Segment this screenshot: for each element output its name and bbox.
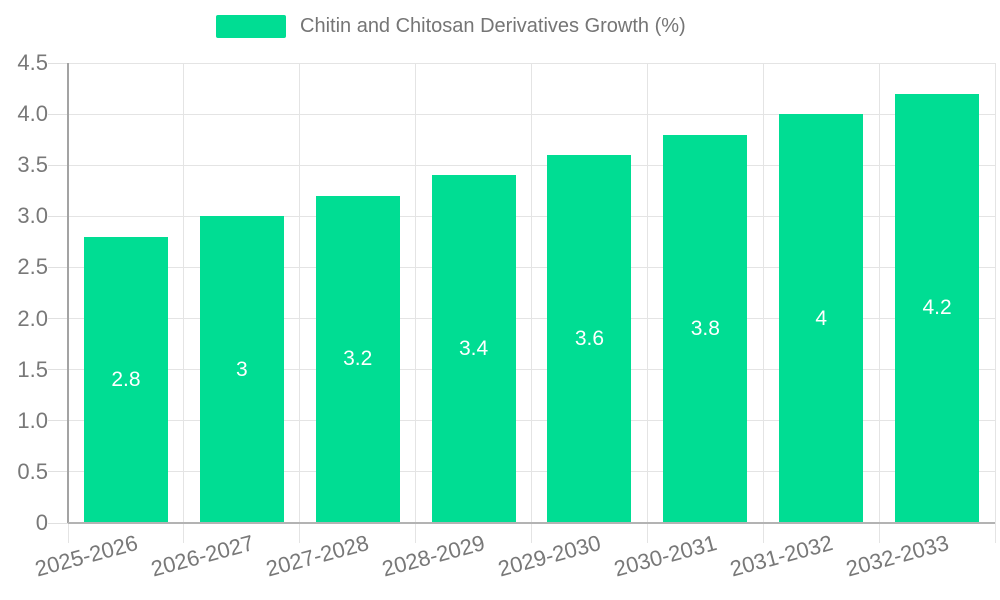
x-gridline — [762, 63, 764, 543]
y-axis-tick-label: 1.5 — [17, 356, 48, 382]
y-axis-tick — [48, 369, 68, 371]
y-axis-tick — [48, 266, 68, 268]
bar-value-label: 4.2 — [922, 296, 952, 320]
bar-value-label: 3.2 — [343, 347, 373, 371]
y-axis-line — [67, 63, 69, 523]
x-axis-tick-label: 2027-2028 — [263, 530, 372, 582]
y-axis-tick — [48, 113, 68, 115]
x-axis-line — [68, 522, 995, 524]
x-axis-tick-label: 2031-2032 — [727, 530, 836, 582]
y-axis-tick — [48, 471, 68, 473]
legend-swatch — [216, 15, 286, 38]
x-gridline — [878, 63, 880, 543]
y-axis-tick-label: 0 — [35, 510, 48, 535]
y-axis-tick-label: 4.0 — [17, 101, 48, 127]
bar-value-label: 3.6 — [574, 327, 605, 350]
y-axis-tick-label: 4.5 — [17, 50, 48, 75]
x-gridline — [994, 63, 996, 543]
x-axis-tick-label: 2028-2029 — [379, 530, 488, 582]
bar-value-label: 4 — [815, 306, 828, 330]
x-axis-tick-label: 2026-2027 — [147, 530, 257, 582]
y-axis-tick-label: 3.5 — [17, 152, 48, 178]
bar-value-label: 3.4 — [458, 337, 489, 361]
bar-value-label: 3 — [235, 357, 248, 381]
y-axis-tick-label: 0.5 — [17, 458, 48, 484]
y-axis-tick — [48, 420, 68, 422]
y-axis-tick — [48, 215, 68, 217]
bar-2030-2031 — [663, 134, 748, 523]
y-axis-tick-label: 2.0 — [17, 305, 48, 331]
bar-2025-2026 — [83, 236, 168, 523]
y-axis-tick — [48, 522, 68, 524]
y-axis-tick-label: 2.5 — [17, 254, 48, 280]
bar-2027-2028 — [315, 195, 400, 523]
bar-value-label: 3.8 — [690, 316, 720, 340]
bar-2026-2027 — [199, 216, 284, 523]
y-axis-tick — [48, 164, 68, 166]
legend-label: Chitin and Chitosan Derivatives Growth (… — [300, 15, 686, 37]
x-gridline — [299, 63, 301, 543]
x-axis-tick-label: 2025-2026 — [32, 530, 141, 582]
x-gridline — [531, 63, 532, 543]
x-axis-tick-label: 2032-2033 — [843, 530, 952, 582]
x-gridline — [415, 63, 417, 543]
x-axis-tick-label: 2030-2031 — [611, 530, 720, 582]
bar-2029-2030 — [547, 155, 632, 523]
x-axis-tick — [67, 523, 69, 543]
bar-value-label: 2.8 — [111, 367, 141, 391]
y-axis-tick — [48, 62, 68, 64]
y-axis-tick-label: 1.0 — [17, 407, 48, 433]
x-gridline — [646, 63, 648, 543]
legend-item[interactable]: Chitin and Chitosan Derivatives Growth (… — [216, 15, 686, 38]
x-axis-tick-label: 2029-2030 — [495, 530, 604, 582]
bar-2028-2029 — [431, 175, 516, 523]
x-gridline — [183, 63, 185, 543]
bar-2032-2033 — [895, 93, 980, 523]
y-axis-tick-label: 3.0 — [17, 203, 48, 229]
bar-2031-2032 — [779, 114, 864, 523]
y-axis-tick — [48, 318, 68, 320]
